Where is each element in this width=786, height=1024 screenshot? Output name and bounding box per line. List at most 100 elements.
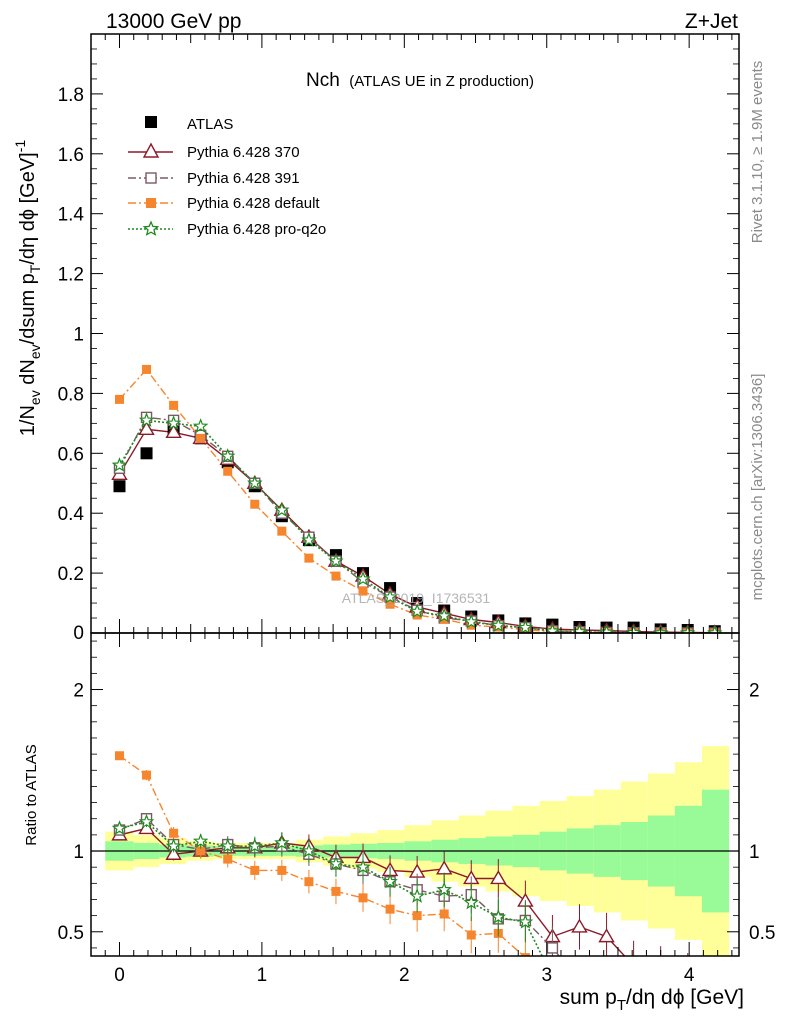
pythia-370-point-18 xyxy=(598,928,615,943)
pythia-370-point-2 xyxy=(165,423,182,439)
pythia-default-point-9 xyxy=(358,586,368,596)
pythia-pro-q2o-point-7 xyxy=(301,842,317,858)
pythia-default-point-16 xyxy=(548,985,557,994)
pythia-pro-q2o-point-9 xyxy=(355,570,371,586)
pythia-default-point-1 xyxy=(142,770,152,780)
pythia-370-point-1 xyxy=(138,420,155,436)
pythia-pro-q2o-point-7 xyxy=(301,532,317,547)
main-title: Nch (ATLAS UE in Z production) xyxy=(306,70,534,91)
pythia-pro-q2o-point-10 xyxy=(382,588,398,604)
top-ytick-label-8: 1.8 xyxy=(58,85,84,106)
pythia-pro-q2o-point-3 xyxy=(192,418,209,433)
pythia-default-point-1 xyxy=(142,364,152,374)
rivet-side-text: Rivet 3.1.10, ≥ 1.9M events xyxy=(749,61,766,244)
pythia-pro-q2o-point-13 xyxy=(463,894,479,910)
pythia-default-point-3 xyxy=(196,433,206,443)
pythia-pro-q2o-point-0 xyxy=(111,820,128,836)
pythia-default-point-4 xyxy=(223,466,233,476)
xtick-label-2: 2 xyxy=(399,965,410,986)
pythia-pro-q2o-point-4 xyxy=(219,838,236,853)
pythia-default-point-8 xyxy=(331,571,341,581)
pythia-default-point-5 xyxy=(250,499,260,509)
ratio-ytick-label-0: 0.5 xyxy=(58,923,84,944)
pythia-default-point-3 xyxy=(196,846,206,856)
atlas-point-1 xyxy=(140,447,153,460)
legend-label-pythia-391: Pythia 6.428 391 xyxy=(187,170,300,187)
header-right: Z+Jet xyxy=(685,10,738,33)
pythia-default-point-4 xyxy=(223,854,233,864)
legend-marker-pythia-default xyxy=(128,198,173,208)
ratio-ytick-label-right-2: 2 xyxy=(749,681,760,702)
xtick-label-1: 1 xyxy=(257,965,268,986)
pythia-default-point-0 xyxy=(114,751,124,761)
pythia-default-point-21 xyxy=(683,1008,692,1017)
pythia-default-point-13 xyxy=(466,930,476,940)
pythia-391-point-17 xyxy=(574,975,584,985)
pythia-default-point-15 xyxy=(520,953,530,956)
watermark: ATLAS_2019_I1736531 xyxy=(342,590,491,606)
ratio-ytick-label-right-1: 1 xyxy=(749,842,760,863)
pythia-pro-q2o-point-15 xyxy=(517,619,534,633)
pythia-default-point-12 xyxy=(439,909,449,919)
pythia-default-point-0 xyxy=(114,394,124,404)
pythia-pro-q2o-point-12 xyxy=(436,607,452,623)
ratio-ytick-label-right-0: 0.5 xyxy=(749,923,775,944)
top-ytick-label-4: 1 xyxy=(73,325,84,346)
legend-marker-pythia-pro-q2o xyxy=(128,220,173,236)
pythia-pro-q2o-point-6 xyxy=(274,834,290,850)
pythia-default-point-8 xyxy=(331,886,341,896)
top-ytick-label-7: 1.6 xyxy=(58,145,84,166)
top-ytick-label-zero: 0 xyxy=(73,623,84,644)
pythia-default-point-22 xyxy=(710,1008,719,1017)
pythia-pro-q2o-point-21 xyxy=(679,624,696,633)
mcplots-side-text: mcplots.cern.ch [arXiv:1306.3436] xyxy=(749,374,766,601)
xtick-label-3: 3 xyxy=(541,965,552,986)
ratio-ytick-label-1: 1 xyxy=(73,842,84,863)
top-ytick-label-0: 0.2 xyxy=(58,564,84,585)
pythia-default-point-2 xyxy=(169,400,179,410)
top-ytick-label-1: 0.4 xyxy=(58,504,85,525)
pythia-370-point-20 xyxy=(654,965,668,977)
pythia-pro-q2o-point-19 xyxy=(625,624,642,633)
pythia-pro-q2o-point-3 xyxy=(192,833,209,848)
pythia-pro-q2o-point-9 xyxy=(355,859,371,874)
pythia-pro-q2o-point-16 xyxy=(544,623,561,633)
main-title-note: (ATLAS UE in Z production) xyxy=(349,73,534,90)
pythia-pro-q2o-point-1 xyxy=(138,412,155,427)
pythia-pro-q2o-point-8 xyxy=(328,552,344,568)
atlas-point-0 xyxy=(113,480,126,493)
top-ytick-label-6: 1.4 xyxy=(58,205,85,226)
top-panel: 0.2 0.4 0.6 0.8 1 1.2 1.4 1.6 1.8 0 xyxy=(58,33,740,644)
top-y-axis-label: 1/Nev dNev/dsum pT/dη dϕ [GeV]-1 xyxy=(12,140,43,437)
pythia-pro-q2o-point-12 xyxy=(436,881,452,897)
legend-label-pythia-370: Pythia 6.428 370 xyxy=(187,144,300,161)
pythia-default-point-7 xyxy=(304,877,314,887)
pythia-pro-q2o-point-11 xyxy=(409,888,425,903)
xtick-label-4: 4 xyxy=(684,965,695,986)
pythia-370-point-2 xyxy=(165,845,182,860)
pythia-pro-q2o-point-14 xyxy=(490,909,507,924)
pythia-default-point-10 xyxy=(385,599,395,609)
legend-marker-pythia-391 xyxy=(128,172,173,184)
header-left: 13000 GeV pp xyxy=(106,10,241,33)
pythia-default-point-6 xyxy=(277,526,287,536)
ratio-frame xyxy=(90,632,740,957)
pythia-391-point-21 xyxy=(683,1008,693,1018)
pythia-370-point-14 xyxy=(490,870,507,885)
pythia-370-point-17 xyxy=(571,918,588,933)
legend-label-atlas: ATLAS xyxy=(187,116,233,133)
legend: ATLAS Pythia 6.428 370 Pythia 6.428 391 … xyxy=(128,116,326,238)
pythia-pro-q2o-point-14 xyxy=(490,617,507,633)
top-ytick-label-3: 0.8 xyxy=(58,384,84,405)
legend-marker-pythia-370 xyxy=(128,142,173,158)
pythia-391-point-22 xyxy=(710,1008,720,1018)
pythia-default-point-5 xyxy=(250,865,260,875)
pythia-default-point-7 xyxy=(304,553,314,563)
xtick-label-0: 0 xyxy=(114,965,125,986)
legend-label-pythia-pro-q2o: Pythia 6.428 pro-q2o xyxy=(187,221,326,238)
top-ytick-label-5: 1.2 xyxy=(58,265,84,286)
ratio-y-axis-label: Ratio to ATLAS xyxy=(23,744,40,845)
ratio-data-layer xyxy=(91,746,739,1018)
pythia-pro-q2o-point-1 xyxy=(138,813,155,829)
pythia-pro-q2o-point-2 xyxy=(165,415,182,430)
